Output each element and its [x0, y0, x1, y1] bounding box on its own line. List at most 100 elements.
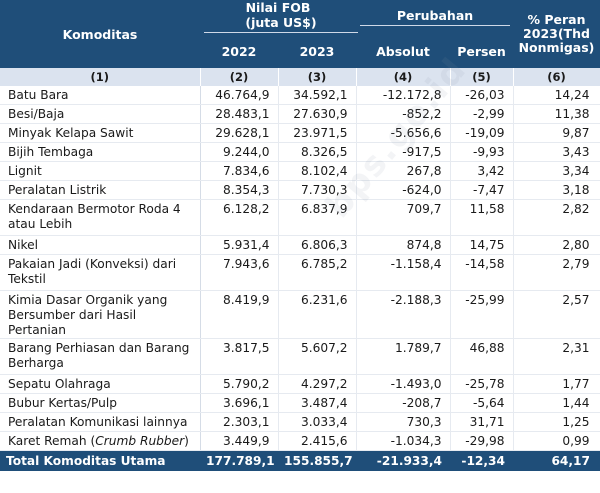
commodity-name: Karet Remah (Crumb Rubber): [0, 431, 201, 451]
commodity-name: Minyak Kelapa Sawit: [0, 123, 201, 143]
header-komoditas: Komoditas: [0, 0, 200, 68]
change-percent: -26,03: [450, 86, 514, 105]
value-2022: 2.303,1: [200, 412, 279, 432]
change-absolute: 267,8: [356, 161, 451, 181]
commodity-name: Pakaian Jadi (Konveksi) dari Tekstil: [0, 254, 201, 291]
header-nilai-fob-line1: Nilai FOB: [245, 0, 311, 15]
change-percent: 3,42: [450, 161, 514, 181]
value-2023: 4.297,2: [278, 374, 357, 394]
value-2023: 8.326,5: [278, 142, 357, 162]
change-percent: -29,98: [450, 431, 514, 451]
share-nonmigas: 1,77: [513, 374, 600, 394]
col-number-2: (2): [200, 68, 279, 86]
commodity-name: Peralatan Komunikasi lainnya: [0, 412, 201, 432]
value-2023: 34.592,1: [278, 86, 357, 105]
value-2023: 2.415,6: [278, 431, 357, 451]
value-2023: 6.837,9: [278, 199, 357, 236]
change-absolute: -917,5: [356, 142, 451, 162]
change-absolute: -12.172,8: [356, 86, 451, 105]
change-percent: -2,99: [450, 104, 514, 124]
value-2022: 8.419,9: [200, 290, 279, 339]
value-2022: 6.128,2: [200, 199, 279, 236]
column-number-row: (1) (2) (3) (4) (5) (6): [0, 68, 600, 86]
commodity-name-suffix: ): [184, 433, 189, 448]
total-label: Total Komoditas Utama: [0, 450, 200, 471]
share-nonmigas: 1,44: [513, 393, 600, 413]
col-number-1: (1): [0, 68, 201, 86]
commodity-name: Bijih Tembaga: [0, 142, 201, 162]
table-row: Peralatan Komunikasi lainnya 2.303,1 3.033…: [0, 412, 600, 432]
value-2023: 3.033,4: [278, 412, 357, 432]
value-2023: 5.607,2: [278, 338, 357, 375]
commodity-name-italic: Crumb Rubber: [95, 433, 185, 448]
value-2023: 23.971,5: [278, 123, 357, 143]
col-number-6: (6): [513, 68, 600, 86]
commodity-name-prefix: Karet Remah (: [8, 433, 96, 448]
table-body: Batu Bara 46.764,9 34.592,1 -12.172,8 -26,03…: [0, 86, 600, 451]
header-peran-line2: 2023(Thd: [523, 26, 590, 41]
change-percent: 11,58: [450, 199, 514, 236]
change-percent: -7,47: [450, 180, 514, 200]
value-2023: 3.487,4: [278, 393, 357, 413]
total-change-absolute: -21.933,4: [356, 450, 450, 471]
header-perubahan-label: Perubahan: [360, 9, 510, 26]
value-2023: 6.806,3: [278, 235, 357, 255]
commodity-name: Sepatu Olahraga: [0, 374, 201, 394]
value-2023: 6.231,6: [278, 290, 357, 339]
commodity-name: Besi/Baja: [0, 104, 201, 124]
change-percent: 46,88: [450, 338, 514, 375]
table-row: Nikel 5.931,4 6.806,3 874,8 14,75 2,80: [0, 235, 600, 255]
value-2022: 3.817,5: [200, 338, 279, 375]
header-peran-line3: Nonmigas): [518, 40, 595, 55]
change-absolute: -1.034,3: [356, 431, 451, 451]
change-percent: -19,09: [450, 123, 514, 143]
value-2022: 5.790,2: [200, 374, 279, 394]
table-row: Peralatan Listrik 8.354,3 7.730,3 -624,0 -7,…: [0, 180, 600, 200]
total-value-2022: 177.789,1: [200, 450, 278, 471]
value-2022: 9.244,0: [200, 142, 279, 162]
commodity-name: Kimia Dasar Organik yang Bersumber dari …: [0, 290, 201, 339]
change-absolute: -5.656,6: [356, 123, 451, 143]
change-absolute: -1.493,0: [356, 374, 451, 394]
change-percent: -9,93: [450, 142, 514, 162]
share-nonmigas: 2,57: [513, 290, 600, 339]
commodity-name: Kendaraan Bermotor Roda 4 atau Lebih: [0, 199, 201, 236]
total-share: 64,17: [513, 450, 600, 471]
col-number-5: (5): [450, 68, 514, 86]
value-2022: 5.931,4: [200, 235, 279, 255]
table-row: Pakaian Jadi (Konveksi) dari Tekstil 7.94…: [0, 254, 600, 291]
table-row: Sepatu Olahraga 5.790,2 4.297,2 -1.493,0 -25…: [0, 374, 600, 394]
change-percent: -25,78: [450, 374, 514, 394]
commodity-name: Peralatan Listrik: [0, 180, 201, 200]
change-percent: 14,75: [450, 235, 514, 255]
value-2022: 7.834,6: [200, 161, 279, 181]
value-2022: 3.449,9: [200, 431, 279, 451]
change-absolute: -208,7: [356, 393, 451, 413]
value-2022: 7.943,6: [200, 254, 279, 291]
table-header: Komoditas Nilai FOB (juta US$) Perubahan…: [0, 0, 600, 86]
change-absolute: -852,2: [356, 104, 451, 124]
header-nilai-fob: Nilai FOB (juta US$): [200, 0, 358, 34]
header-year-2022: 2022: [200, 34, 278, 68]
value-2022: 46.764,9: [200, 86, 279, 105]
share-nonmigas: 3,18: [513, 180, 600, 200]
commodity-name: Lignit: [0, 161, 201, 181]
share-nonmigas: 0,99: [513, 431, 600, 451]
value-2022: 8.354,3: [200, 180, 279, 200]
share-nonmigas: 11,38: [513, 104, 600, 124]
share-nonmigas: 3,34: [513, 161, 600, 181]
header-perubahan: Perubahan: [356, 0, 513, 34]
share-nonmigas: 1,25: [513, 412, 600, 432]
change-absolute: 1.789,7: [356, 338, 451, 375]
value-2023: 6.785,2: [278, 254, 357, 291]
table-row: Minyak Kelapa Sawit 29.628,1 23.971,5 -5.65…: [0, 123, 600, 143]
commodity-name: Bubur Kertas/Pulp: [0, 393, 201, 413]
table-row: Batu Bara 46.764,9 34.592,1 -12.172,8 -26,03…: [0, 86, 600, 105]
change-percent: 31,71: [450, 412, 514, 432]
change-percent: -14,58: [450, 254, 514, 291]
table-row: Barang Perhiasan dan Barang Berharga 3.81…: [0, 338, 600, 375]
table-row: Lignit 7.834,6 8.102,4 267,8 3,42 3,34: [0, 161, 600, 181]
share-nonmigas: 14,24: [513, 86, 600, 105]
commodity-name: Barang Perhiasan dan Barang Berharga: [0, 338, 201, 375]
